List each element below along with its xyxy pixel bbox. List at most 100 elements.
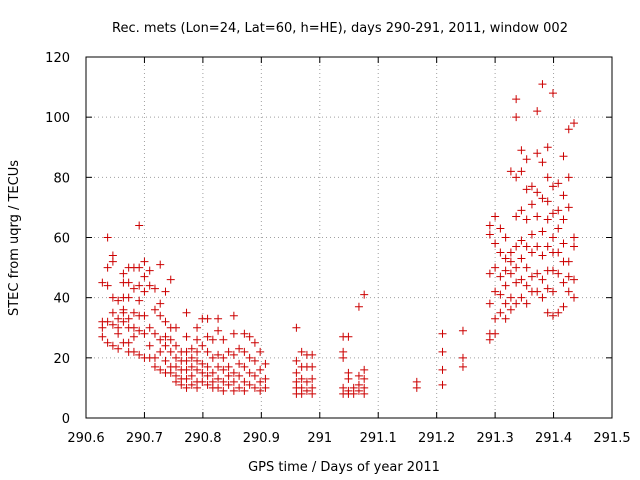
- data-point: [156, 335, 165, 344]
- data-point: [491, 212, 500, 221]
- x-axis-label: GPS time / Days of year 2011: [248, 460, 440, 475]
- x-tick-label: 290.6: [67, 431, 104, 446]
- data-point: [527, 200, 536, 209]
- data-point: [150, 284, 159, 293]
- data-point: [214, 362, 223, 371]
- data-point: [344, 332, 353, 341]
- data-point: [114, 314, 123, 323]
- data-point: [214, 374, 223, 383]
- data-point: [517, 254, 526, 263]
- data-point: [496, 308, 505, 317]
- data-point: [308, 362, 317, 371]
- data-point: [554, 224, 563, 233]
- data-point: [548, 89, 557, 98]
- data-point: [517, 146, 526, 155]
- data-point: [219, 335, 228, 344]
- y-ticks: 0 20 40 60 80 100 120: [45, 51, 612, 427]
- data-point: [145, 281, 154, 290]
- grid-lines: [86, 57, 612, 418]
- data-point: [297, 374, 306, 383]
- data-point: [240, 362, 249, 371]
- data-point: [140, 287, 149, 296]
- data-point: [140, 257, 149, 266]
- data-point: [245, 332, 254, 341]
- data-point: [292, 356, 301, 365]
- data-point: [527, 230, 536, 239]
- x-tick-label: 291: [307, 431, 332, 446]
- data-point: [250, 356, 259, 365]
- data-point: [297, 347, 306, 356]
- data-point: [214, 383, 223, 392]
- data-point: [538, 194, 547, 203]
- data-point: [491, 329, 500, 338]
- data-point: [240, 386, 249, 395]
- data-point: [533, 242, 542, 251]
- data-point: [203, 371, 212, 380]
- data-point: [214, 326, 223, 335]
- data-point: [344, 374, 353, 383]
- y-tick-label: 20: [53, 352, 70, 367]
- data-point: [485, 269, 494, 278]
- data-point: [193, 365, 202, 374]
- data-point: [235, 344, 244, 353]
- data-point: [517, 293, 526, 302]
- data-point: [229, 368, 238, 377]
- data-point: [187, 380, 196, 389]
- data-point: [506, 269, 515, 278]
- data-point: [172, 377, 181, 386]
- data-point: [182, 356, 191, 365]
- data-point: [360, 365, 369, 374]
- data-point: [166, 368, 175, 377]
- data-point: [543, 173, 552, 182]
- data-point: [150, 329, 159, 338]
- data-point: [538, 251, 547, 260]
- data-point: [235, 383, 244, 392]
- data-point: [114, 296, 123, 305]
- data-point: [554, 179, 563, 188]
- data-point: [339, 353, 348, 362]
- y-tick-label: 40: [53, 292, 70, 307]
- data-point: [182, 347, 191, 356]
- y-tick-label: 0: [62, 412, 70, 427]
- data-point: [496, 290, 505, 299]
- y-tick-label: 120: [45, 51, 70, 66]
- data-point: [517, 275, 526, 284]
- data-point: [548, 287, 557, 296]
- data-point: [250, 371, 259, 380]
- data-point: [458, 362, 467, 371]
- data-point: [108, 257, 117, 266]
- data-point: [129, 323, 138, 332]
- x-tick-label: 290.8: [184, 431, 221, 446]
- data-point: [501, 299, 510, 308]
- data-point: [538, 275, 547, 284]
- data-point: [261, 383, 270, 392]
- data-point: [256, 377, 265, 386]
- data-point: [208, 368, 217, 377]
- data-point: [224, 362, 233, 371]
- data-point: [224, 380, 233, 389]
- data-point: [496, 248, 505, 257]
- data-point: [538, 227, 547, 236]
- data-point: [187, 353, 196, 362]
- data-point: [501, 233, 510, 242]
- data-point: [114, 329, 123, 338]
- data-point: [548, 182, 557, 191]
- data-point: [172, 353, 181, 362]
- data-point: [103, 233, 112, 242]
- data-point: [354, 302, 363, 311]
- data-point: [533, 188, 542, 197]
- data-point: [517, 236, 526, 245]
- data-point: [506, 167, 515, 176]
- data-point: [548, 311, 557, 320]
- data-point: [354, 386, 363, 395]
- data-point: [129, 308, 138, 317]
- data-point: [203, 332, 212, 341]
- data-point: [161, 317, 170, 326]
- data-point: [554, 206, 563, 215]
- data-points: [98, 80, 579, 398]
- data-point: [506, 293, 515, 302]
- data-point: [570, 119, 579, 128]
- data-point: [135, 281, 144, 290]
- data-point: [135, 326, 144, 335]
- data-point: [491, 314, 500, 323]
